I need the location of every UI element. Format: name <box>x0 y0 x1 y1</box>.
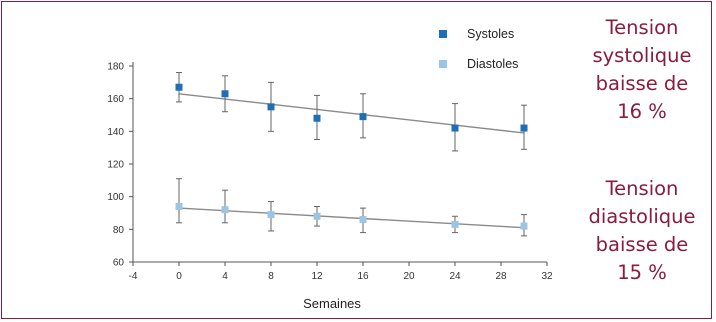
systolic-line-4: 16 % <box>617 100 667 123</box>
y-tick-label: 80 <box>113 225 125 236</box>
systoles-point <box>359 113 367 121</box>
x-tick-label: 32 <box>541 271 553 282</box>
x-tick-label: 24 <box>449 271 461 282</box>
y-tick-label: 120 <box>107 160 124 171</box>
diastolic-line-1: Tension <box>605 177 679 200</box>
x-tick-label: 12 <box>311 271 323 282</box>
x-tick-label: 28 <box>495 271 507 282</box>
x-axis-label: Semaines <box>303 296 361 311</box>
diastoles-point <box>175 202 183 210</box>
systolic-line-3: baisse de <box>595 72 689 95</box>
y-tick-label: 160 <box>107 94 124 105</box>
y-tick-label: 140 <box>107 127 124 138</box>
diastolic-annotation: Tension diastolique baisse de 15 % <box>572 175 712 287</box>
legend-label-systoles: Systoles <box>467 27 514 41</box>
systoles-trend-line <box>178 93 525 134</box>
diastolic-line-2: diastolique <box>588 205 696 228</box>
x-tick-label: -4 <box>129 271 138 282</box>
legend-label-diastoles: Diastoles <box>467 57 518 71</box>
x-tick-label: 0 <box>176 271 182 282</box>
x-tick-label: 4 <box>222 271 228 282</box>
trend-lines <box>178 93 525 229</box>
diastolic-line-4: 15 % <box>617 261 667 284</box>
diastoles-point <box>451 220 459 228</box>
legend-marker-systoles <box>439 30 447 38</box>
diastoles-trend-line <box>178 207 525 229</box>
y-tick-label: 60 <box>113 258 125 269</box>
diastolic-line-3: baisse de <box>595 233 689 256</box>
axes: 60 80 100 120 140 160 180 -4 0 4 8 12 16 20 24 28 32 <box>107 62 553 283</box>
systolic-line-1: Tension <box>605 16 679 39</box>
systoles-point <box>221 90 229 98</box>
diastoles-point <box>520 222 528 230</box>
diastoles-error-bar <box>176 178 182 224</box>
y-tick-label: 180 <box>107 62 124 73</box>
diastoles-point <box>359 216 367 224</box>
systoles-point <box>520 124 528 132</box>
diastoles-point <box>221 206 229 214</box>
diastoles-point <box>313 212 321 220</box>
legend-marker-diastoles <box>439 60 447 68</box>
x-tick-label: 16 <box>357 271 369 282</box>
systoles-point <box>175 83 183 91</box>
y-tick-label: 100 <box>107 192 124 203</box>
systoles-point <box>451 124 459 132</box>
x-tick-label: 20 <box>403 271 415 282</box>
x-tick-label: 8 <box>268 271 274 282</box>
data-points <box>175 83 528 230</box>
systoles-point <box>313 114 321 122</box>
systoles-point <box>267 103 275 111</box>
legend: Systoles Diastoles <box>439 27 518 71</box>
systolic-line-2: systolique <box>592 44 692 67</box>
systolic-annotation: Tension systolique baisse de 16 % <box>572 14 712 126</box>
diastoles-point <box>267 211 275 219</box>
